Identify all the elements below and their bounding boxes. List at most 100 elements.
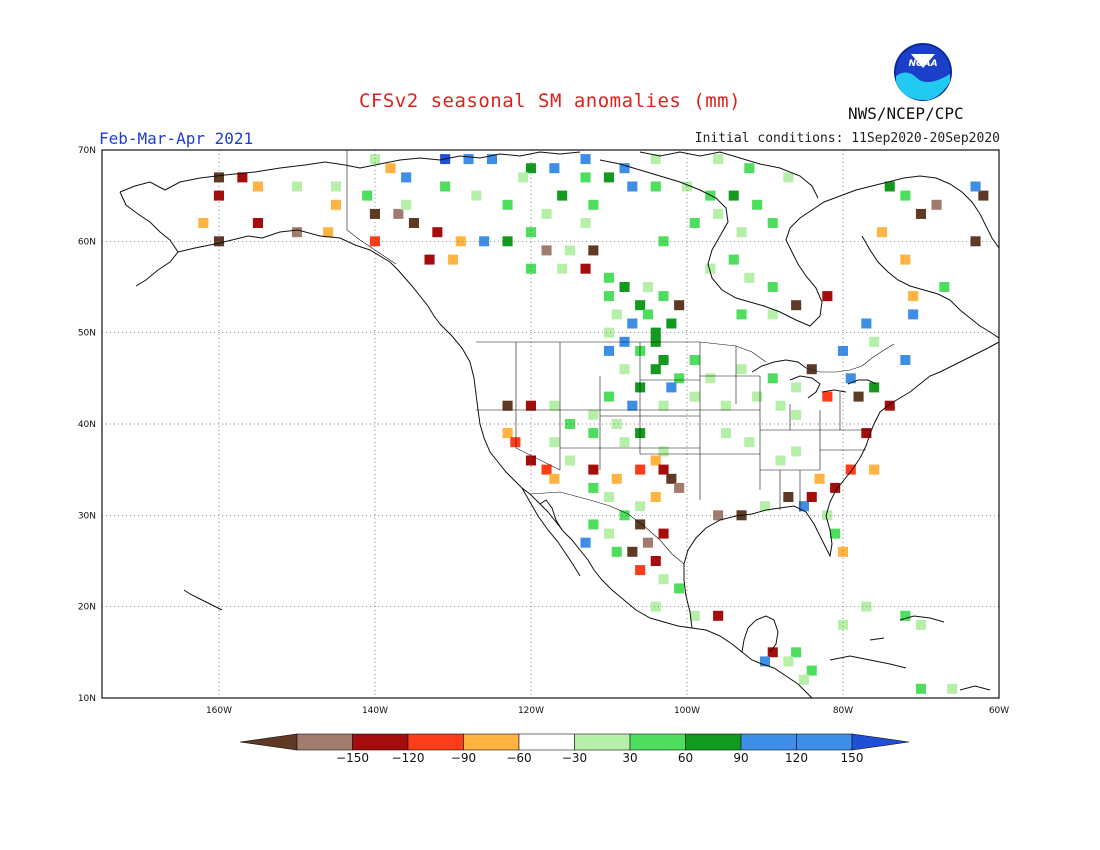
anomaly-cell (970, 181, 981, 192)
anomaly-cell (463, 154, 474, 165)
anomaly-cell (728, 254, 739, 265)
anomaly-cell (369, 154, 380, 165)
anomaly-cell (291, 227, 302, 238)
anomaly-cell (502, 400, 513, 411)
anomaly-cell (237, 172, 248, 183)
anomaly-cell (525, 455, 536, 466)
colorbar-label: −90 (450, 751, 477, 765)
anomaly-cell (510, 437, 521, 448)
anomaly-cell (642, 309, 653, 320)
anomaly-cell (689, 355, 700, 365)
border-alaska-canada (346, 150, 397, 265)
anomaly-cell (837, 619, 848, 630)
anomaly-cell (627, 318, 638, 329)
anomaly-cell (580, 172, 591, 183)
anomaly-cell (876, 227, 887, 238)
anomaly-cell (252, 181, 263, 192)
colorbar-segment (518, 733, 575, 751)
coastline-yucatan (741, 615, 779, 653)
anomaly-cell (978, 190, 989, 201)
coastlines (119, 151, 999, 698)
anomaly-cells (198, 154, 989, 694)
anomaly-cell (518, 172, 529, 183)
anomaly-cell (198, 218, 209, 228)
coastline-alaska (119, 161, 441, 325)
anomaly-cell (650, 154, 661, 165)
lat-tick-label: 50N (78, 329, 96, 339)
coastline-islands (183, 589, 991, 691)
anomaly-cell (752, 391, 763, 402)
anomaly-cell (744, 272, 755, 283)
anomaly-cell (900, 190, 911, 201)
anomaly-cell (213, 172, 224, 183)
colorbar-high-arrow (851, 733, 910, 751)
anomaly-cell (564, 245, 575, 256)
anomaly-cell (791, 300, 802, 311)
anomaly-cell (658, 291, 669, 302)
anomaly-cell (658, 446, 669, 457)
agency-label: NWS/NCEP/CPC (848, 104, 964, 123)
anomaly-cell (830, 528, 841, 539)
anomaly-cell (580, 218, 591, 228)
anomaly-cell (471, 190, 482, 201)
anomaly-cell (479, 236, 490, 247)
colorbar-segment (574, 733, 631, 751)
anomaly-cell (814, 473, 825, 484)
anomaly-cell (650, 601, 661, 612)
anomaly-cell (611, 473, 622, 484)
lon-tick-label: 100W (674, 706, 700, 716)
border-us-mexico (529, 491, 685, 565)
anomaly-cell (611, 546, 622, 557)
anomaly-cell (213, 190, 224, 201)
anomaly-cell (588, 464, 599, 475)
colorbar-segment (685, 733, 742, 751)
anomaly-cell (939, 282, 950, 292)
great-lakes (751, 359, 877, 399)
lon-tick-label: 160W (206, 706, 232, 716)
anomaly-cell (393, 208, 404, 219)
anomaly-cell (744, 437, 755, 448)
anomaly-cell (822, 510, 833, 521)
anomaly-cell (642, 537, 653, 548)
colorbar-segment (296, 733, 353, 751)
anomaly-cell (525, 400, 536, 411)
initial-conditions-label: Initial conditions: 11Sep2020-20Sep2020 (694, 131, 1000, 146)
anomaly-cell (650, 327, 661, 338)
anomaly-cell (557, 190, 568, 201)
anomaly-cell (603, 345, 614, 356)
lat-tick-label: 70N (78, 146, 96, 156)
season-label: Feb-Mar-Apr 2021 (99, 129, 254, 148)
anomaly-cell (650, 556, 661, 566)
colorbar-label: 60 (677, 751, 694, 765)
anomaly-cell (627, 546, 638, 557)
anomaly-cell (658, 355, 669, 365)
anomaly-cell (806, 492, 817, 502)
colorbar-segment (407, 733, 464, 751)
anomaly-cell (736, 309, 747, 320)
anomaly-cell (845, 373, 856, 384)
colorbar-segment (796, 733, 853, 751)
anomaly-cell (408, 218, 419, 228)
anomaly-cell (666, 473, 677, 484)
anomaly-cell (603, 272, 614, 283)
anomaly-cell (845, 464, 856, 475)
anomaly-cell (658, 528, 669, 539)
anomaly-cell (635, 519, 646, 530)
anomaly-cell (658, 574, 669, 585)
anomaly-cell (900, 355, 911, 365)
colorbar-segment (740, 733, 797, 751)
anomaly-cell (767, 218, 778, 228)
anomaly-cell (362, 190, 373, 201)
colorbar-label: 90 (733, 751, 749, 765)
anomaly-cell (791, 382, 802, 393)
anomaly-cell (822, 391, 833, 402)
anomaly-cell (650, 181, 661, 192)
lat-lon-grid (102, 150, 999, 698)
anomaly-cell (908, 309, 919, 320)
anomaly-cell (775, 455, 786, 466)
anomaly-cell (541, 208, 552, 219)
anomaly-cell (791, 409, 802, 420)
anomaly-cell (502, 236, 513, 247)
anomaly-cell (666, 382, 677, 393)
